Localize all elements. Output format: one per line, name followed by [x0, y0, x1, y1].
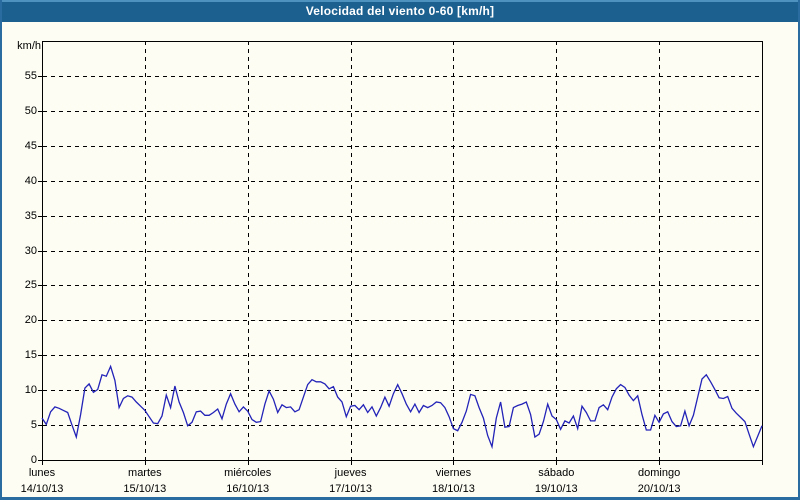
wind-speed-line — [41, 364, 763, 450]
x-axis-date-label-7: 20/10/13 — [637, 483, 681, 495]
y-axis-tick-label-40: 40 — [24, 174, 37, 187]
x-axis-date-label-6: 19/10/13 — [534, 483, 578, 495]
y-axis-tick-label-45: 45 — [24, 139, 37, 152]
y-axis-tick-label-5: 5 — [30, 419, 37, 432]
window-title: Velocidad del viento 0-60 [km/h] — [305, 4, 495, 18]
x-axis-date-label-3: 16/10/13 — [226, 483, 270, 495]
y-axis-tick-label-35: 35 — [24, 209, 37, 222]
y-axis-tick-label-55: 55 — [24, 69, 37, 82]
x-axis-day-label-2: martes — [128, 467, 162, 479]
y-axis-tick-label-10: 10 — [24, 384, 37, 397]
x-axis-date-label-1: 14/10/13 — [20, 483, 64, 495]
x-axis-date-label-5: 18/10/13 — [432, 483, 475, 495]
plot-border — [42, 41, 763, 461]
x-axis-day-label-6: sábado — [538, 467, 575, 479]
x-axis-day-label-7: domingo — [638, 467, 681, 479]
x-axis-date-label-2: 15/10/13 — [123, 483, 167, 495]
y-axis-tick-label-0: 0 — [30, 454, 37, 466]
y-axis-tick-label-15: 15 — [24, 349, 37, 362]
x-axis-date-label-4: 17/10/13 — [329, 483, 372, 495]
window-title-bar: Velocidad del viento 0-60 [km/h] — [2, 0, 798, 22]
y-axis-tick-label-25: 25 — [24, 279, 37, 292]
x-axis-day-label-4: jueves — [334, 467, 367, 479]
y-axis-tick-label-30: 30 — [24, 244, 37, 257]
wind-speed-chart: km/h 0 5 10 15 20 25 30 35 40 45 50 55 lunes 14/10/13… — [2, 22, 798, 497]
y-axis-unit-label: km/h — [17, 40, 41, 52]
y-axis-tick-label-20: 20 — [24, 314, 37, 327]
x-axis-day-label-3: miércoles — [224, 467, 272, 479]
x-axis-day-label-5: viernes — [435, 467, 472, 479]
chart-canvas — [38, 41, 763, 465]
y-axis-tick-label-50: 50 — [24, 104, 37, 117]
x-axis-day-label-1: lunes — [28, 467, 56, 479]
